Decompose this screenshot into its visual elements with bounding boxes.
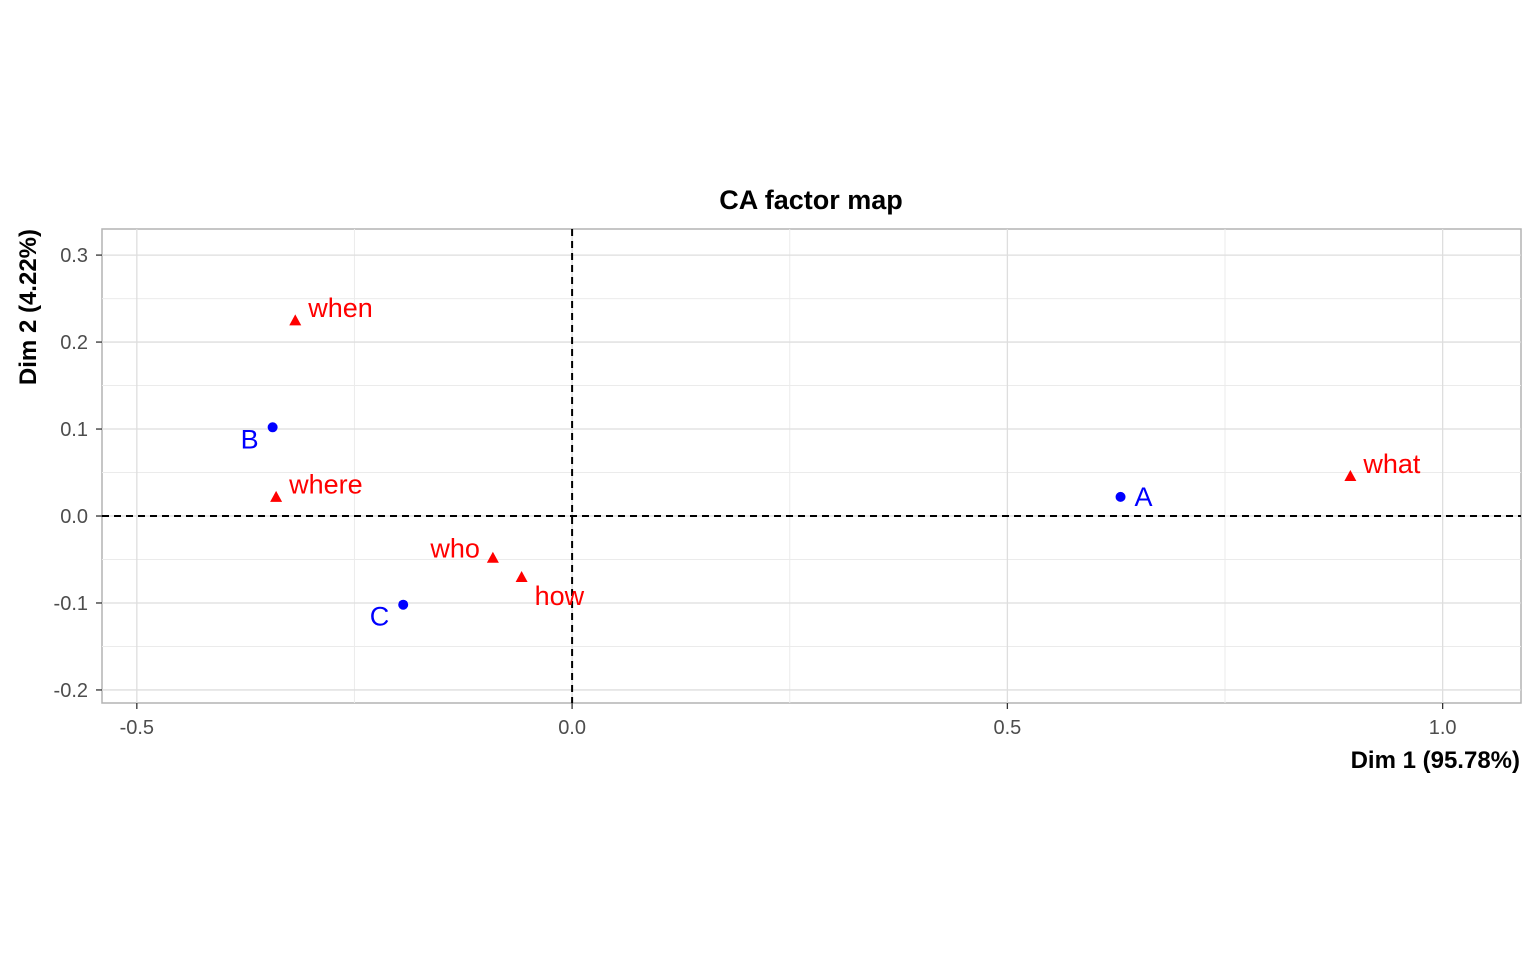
minor-gridlines bbox=[102, 229, 1521, 703]
column-point-how bbox=[515, 570, 528, 582]
row-point-b bbox=[267, 422, 278, 433]
y-axis-ticks: -0.2 -0.1 0.0 0.1 0.2 0.3 bbox=[54, 245, 102, 702]
x-axis-ticks: -0.5 0.0 0.5 1.0 bbox=[120, 703, 1457, 739]
y-tick-label: 0.1 bbox=[60, 419, 88, 441]
x-axis-title: Dim 1 (95.78%) bbox=[1351, 747, 1520, 774]
point-label-b: B bbox=[241, 424, 259, 454]
point-label-where: where bbox=[288, 470, 363, 500]
point-label-how: how bbox=[535, 581, 585, 611]
y-axis-title: Dim 2 (4.22%) bbox=[15, 229, 42, 385]
point-label-a: A bbox=[1135, 482, 1153, 512]
row-point-c bbox=[398, 599, 409, 610]
point-label-when: when bbox=[307, 293, 373, 323]
chart-title: CA factor map bbox=[719, 185, 903, 215]
reference-lines bbox=[102, 229, 1521, 703]
y-tick-label: -0.1 bbox=[54, 593, 88, 615]
column-point-where bbox=[270, 490, 283, 502]
column-point-when bbox=[289, 314, 302, 326]
point-label-who: who bbox=[429, 534, 480, 564]
y-tick-label: -0.2 bbox=[54, 680, 88, 702]
point-label-what: what bbox=[1362, 449, 1421, 479]
x-tick-label: 0.0 bbox=[558, 717, 586, 739]
column-point-what bbox=[1344, 470, 1357, 482]
x-tick-label: -0.5 bbox=[120, 717, 154, 739]
column-point-who bbox=[486, 551, 499, 563]
y-tick-label: 0.3 bbox=[60, 245, 88, 267]
y-tick-label: 0.2 bbox=[60, 332, 88, 354]
row-point-a bbox=[1115, 491, 1126, 502]
plot-panel bbox=[101, 228, 1522, 704]
x-tick-label: 1.0 bbox=[1429, 717, 1457, 739]
y-tick-label: 0.0 bbox=[60, 506, 88, 528]
point-label-c: C bbox=[370, 602, 390, 632]
x-tick-label: 0.5 bbox=[993, 717, 1021, 739]
